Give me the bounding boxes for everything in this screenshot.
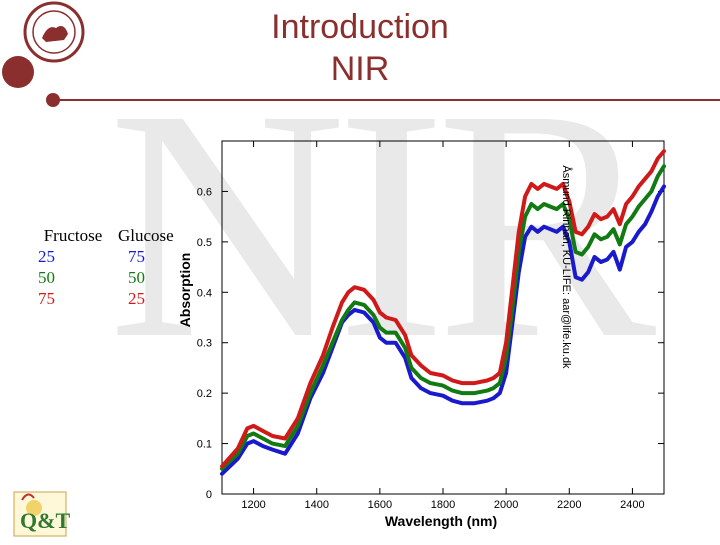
nir-watermark: NIR (108, 42, 656, 407)
x-tick-label: 2200 (557, 499, 581, 511)
qt-logo: Q&T (4, 488, 74, 540)
legend-rows: 25 75 50 50 75 25 (38, 246, 198, 309)
legend-fructose-value: 25 (38, 247, 55, 266)
author-credit: Åsmund Rinnan, KU-LIFE: aar@life.ku.dk (560, 165, 572, 369)
spectrum-line (220, 184, 666, 476)
x-axis-label: Wavelength (nm) (385, 513, 497, 529)
x-tick-label: 1800 (431, 499, 455, 511)
qt-logo-text: Q&T (20, 508, 71, 533)
title-line-2: NIR (330, 50, 390, 88)
legend-glucose-value: 25 (128, 289, 145, 308)
legend-glucose-value: 50 (128, 268, 145, 287)
legend-header-glucose: Glucose (118, 226, 174, 245)
y-tick-label: 0.3 (197, 338, 212, 350)
composition-legend: Fructose Glucose 25 75 50 50 75 25 (38, 226, 198, 309)
legend-row: 75 25 (38, 288, 198, 309)
legend-glucose-value: 75 (128, 247, 145, 266)
title-rule (52, 99, 720, 101)
y-tick-label: 0.1 (197, 439, 212, 451)
x-tick-label: 2000 (494, 499, 518, 511)
y-axis-label: Absorption (177, 253, 193, 328)
x-tick-label: 1600 (368, 499, 392, 511)
x-tick-label: 2400 (620, 499, 644, 511)
y-tick-label: 0 (206, 489, 212, 501)
legend-row: 25 75 (38, 246, 198, 267)
legend-row: 50 50 (38, 267, 198, 288)
spectrum-line (220, 164, 666, 471)
legend-fructose-value: 50 (38, 268, 55, 287)
y-tick-label: 0.6 (197, 186, 212, 198)
decorative-dot-large (2, 56, 34, 88)
y-tick-label: 0.5 (197, 237, 212, 249)
title-line-1: Introduction (271, 8, 449, 46)
spectrum-line (220, 149, 666, 469)
slide-title: Introduction NIR (200, 6, 520, 90)
university-seal-logo (23, 1, 85, 63)
legend-header-fructose: Fructose (43, 226, 103, 245)
legend-fructose-value: 75 (38, 289, 55, 308)
x-tick-label: 1400 (304, 499, 328, 511)
y-tick-label: 0.4 (197, 287, 212, 299)
x-tick-label: 1200 (241, 499, 265, 511)
y-tick-label: 0.2 (197, 388, 212, 400)
